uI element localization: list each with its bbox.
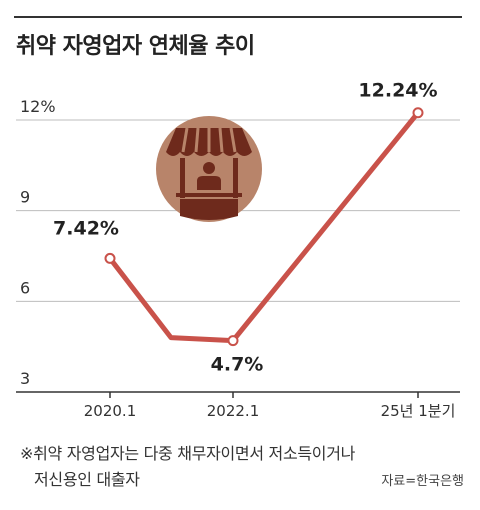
series-polyline [108, 111, 420, 344]
data-label: 12.24% [358, 80, 437, 102]
x-tick-label: 2022.1 [207, 402, 260, 420]
top-rule [14, 16, 462, 18]
footnote-line2: 저신용인 대출자 [34, 470, 140, 489]
x-axis: 2020.1 2022.1 25년 1분기 [16, 391, 460, 420]
y-tick-label: 12% [20, 97, 56, 116]
data-labels: 7.42% 4.7% 12.24% [53, 80, 438, 376]
chart-title: 취약 자영업자 연체율 추이 [16, 34, 255, 59]
vendor-head [203, 162, 215, 174]
counter [180, 199, 238, 220]
footnote: ※취약 자영업자는 다중 채무자이면서 저소득이거나 저신용인 대출자 [20, 441, 355, 493]
footnote-line1: ※취약 자영업자는 다중 채무자이면서 저소득이거나 [20, 444, 356, 463]
y-tick-label: 9 [20, 188, 30, 207]
awning-scallop [166, 152, 252, 156]
y-tick-label: 6 [20, 278, 30, 297]
source-credit: 자료=한국은행 [381, 474, 464, 489]
y-tick-label: 3 [20, 369, 30, 388]
data-point [104, 252, 116, 264]
data-label: 7.42% [53, 217, 119, 239]
series-line [108, 111, 420, 344]
data-label: 4.7% [211, 354, 264, 376]
vendor-body [197, 176, 221, 190]
data-point [412, 107, 424, 119]
market-stall-icon [156, 116, 262, 222]
x-tick-label: 25년 1분기 [381, 402, 456, 420]
line-chart: 12% 9 6 3 2020.1 2022.1 25년 1분기 7.42% 4.7% 12.2… [16, 80, 460, 420]
data-point [227, 335, 239, 347]
x-tick-label: 2020.1 [84, 402, 137, 420]
